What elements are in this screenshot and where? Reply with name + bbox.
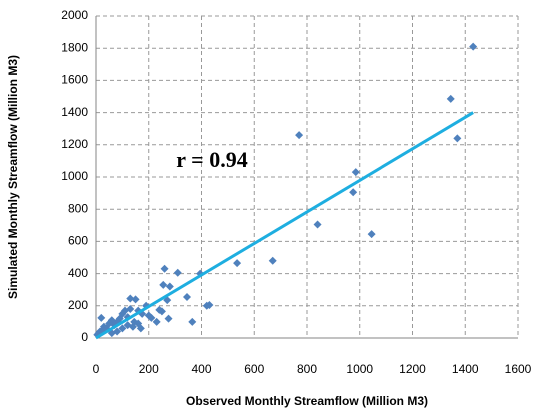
point [126, 294, 135, 303]
point [268, 256, 277, 265]
point [313, 220, 322, 229]
point [164, 314, 173, 323]
point [351, 168, 360, 177]
point [367, 230, 376, 239]
point [152, 317, 161, 326]
x-tick-label: 1600 [505, 362, 532, 376]
y-tick-label: 2000 [61, 8, 88, 22]
point [128, 322, 137, 331]
point [188, 317, 197, 326]
point [295, 131, 304, 140]
y-axis-title: Simulated Monthly Streamflow (Million M3… [6, 55, 20, 299]
point [173, 268, 182, 277]
x-axis-title: Observed Monthly Streamflow (Million M3) [186, 394, 428, 408]
point [160, 264, 169, 273]
x-tick-label: 1000 [346, 362, 373, 376]
point [126, 305, 135, 314]
x-tick-label: 1400 [452, 362, 479, 376]
y-tick-label: 1400 [61, 105, 88, 119]
y-tick-label: 400 [68, 266, 88, 280]
x-tick-label: 200 [139, 362, 159, 376]
point [469, 42, 478, 51]
point [144, 311, 153, 320]
point [131, 295, 140, 304]
x-tick-label: 800 [297, 362, 317, 376]
y-tick-label: 1000 [61, 169, 88, 183]
y-tick-label: 800 [68, 201, 88, 215]
point [349, 188, 358, 197]
point [159, 280, 168, 289]
trendline [95, 111, 474, 340]
point [233, 259, 242, 268]
y-tick-label: 600 [68, 234, 88, 248]
point [202, 301, 211, 310]
y-tick-label: 1600 [61, 73, 88, 87]
y-tick-label: 0 [81, 330, 88, 344]
point [165, 282, 174, 291]
point [118, 324, 127, 333]
point [136, 324, 145, 333]
x-tick-label: 600 [244, 362, 264, 376]
point [97, 313, 106, 322]
x-tick-label: 400 [191, 362, 211, 376]
x-tick-label: 0 [93, 362, 100, 376]
point [182, 292, 191, 301]
y-tick-label: 1800 [61, 40, 88, 54]
x-tick-label: 1200 [399, 362, 426, 376]
point [446, 94, 455, 103]
point [155, 305, 164, 314]
annotation: r = 0.94 [176, 147, 247, 172]
point [453, 134, 462, 143]
y-tick-label: 200 [68, 298, 88, 312]
y-tick-label: 1200 [61, 137, 88, 151]
